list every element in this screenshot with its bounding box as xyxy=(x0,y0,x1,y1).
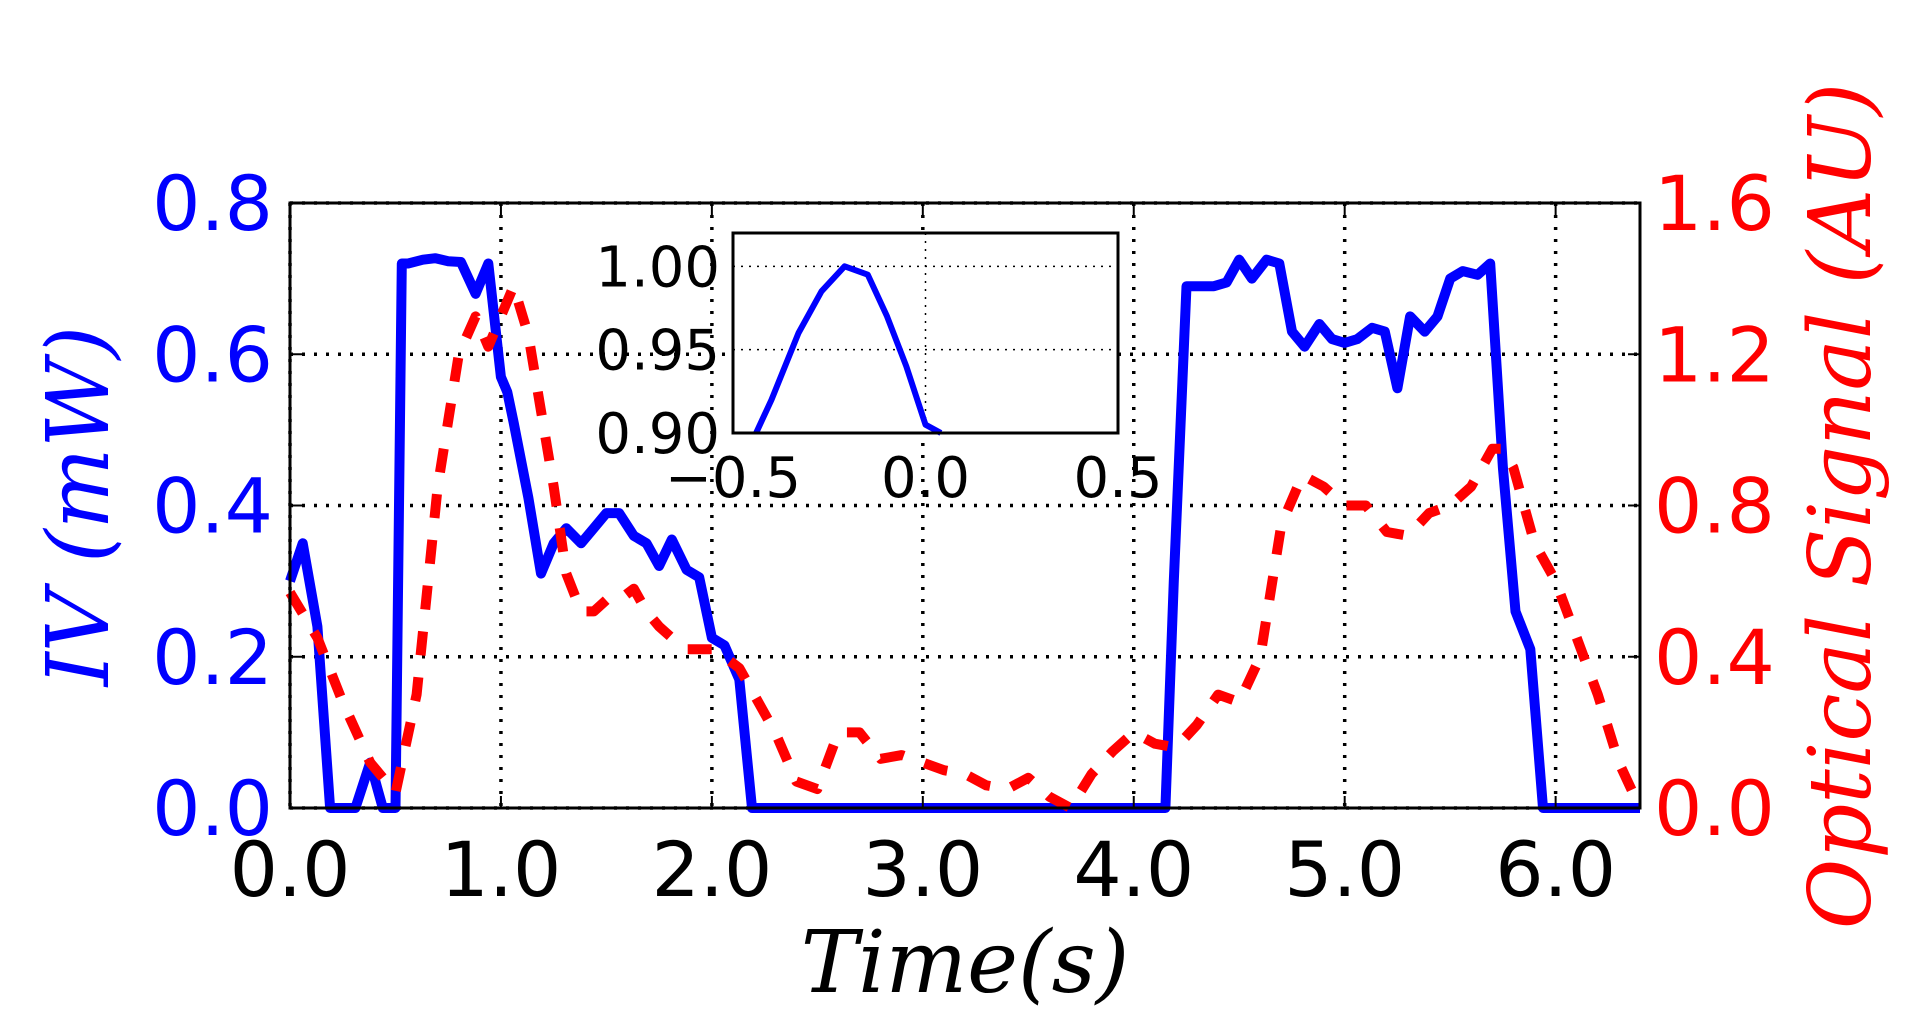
x-axis-title: Time(s) xyxy=(801,913,1130,1010)
y-tick-label-right: 0.8 xyxy=(1654,462,1775,551)
y-tick-label-left: 0.6 xyxy=(152,310,273,399)
y-tick-label-right: 1.2 xyxy=(1654,310,1775,399)
inset-x-tick-label: 0.0 xyxy=(881,446,970,511)
y-tick-label-right: 0.0 xyxy=(1654,764,1775,853)
main-ticks: 0.0 1.0 2.0 3.0 4.0 5.0 6.00.00.20.40.60.80.00… xyxy=(152,159,1775,914)
y-tick-label-left: 0.0 xyxy=(152,764,273,853)
inset-series xyxy=(753,263,943,436)
y-tick-label-left: 0.8 xyxy=(152,159,273,248)
y-tick-label-left: 0.2 xyxy=(152,613,273,702)
series-line-optical-signal xyxy=(285,281,1645,813)
y-tick-label-right: 0.4 xyxy=(1654,613,1775,702)
x-tick-label: 0.0 xyxy=(230,825,351,914)
inset-x-tick-label: −0.5 xyxy=(665,446,801,511)
y-axis-title-right: Optical Signal (AU) xyxy=(1791,83,1891,930)
x-tick-label: 6.0 xyxy=(1495,825,1616,914)
inset-x-tick-label: 0.5 xyxy=(1073,446,1162,511)
x-tick-label: 1.0 xyxy=(441,825,562,914)
x-tick-label: 3.0 xyxy=(862,825,983,914)
inset-plot: −0.5 0.0 0.5 0.90 0.95 1.00 xyxy=(595,231,1163,511)
inset-y-tick-label: 1.00 xyxy=(595,235,720,300)
inset-y-tick-label: 0.95 xyxy=(595,319,720,384)
x-tick-label: 4.0 xyxy=(1073,825,1194,914)
inset-y-tick-label: 0.90 xyxy=(595,402,720,467)
y-tick-label-left: 0.4 xyxy=(152,462,273,551)
inset-ticks: −0.5 0.0 0.5 0.90 0.95 1.00 xyxy=(595,235,1162,511)
y-axis-title-left: IV (mW) xyxy=(29,326,129,688)
inset-frame xyxy=(731,231,1120,435)
x-tick-label: 2.0 xyxy=(651,825,772,914)
inset-series-line xyxy=(753,263,943,436)
y-tick-label-right: 1.6 xyxy=(1654,159,1775,248)
x-tick-label: 5.0 xyxy=(1284,825,1405,914)
